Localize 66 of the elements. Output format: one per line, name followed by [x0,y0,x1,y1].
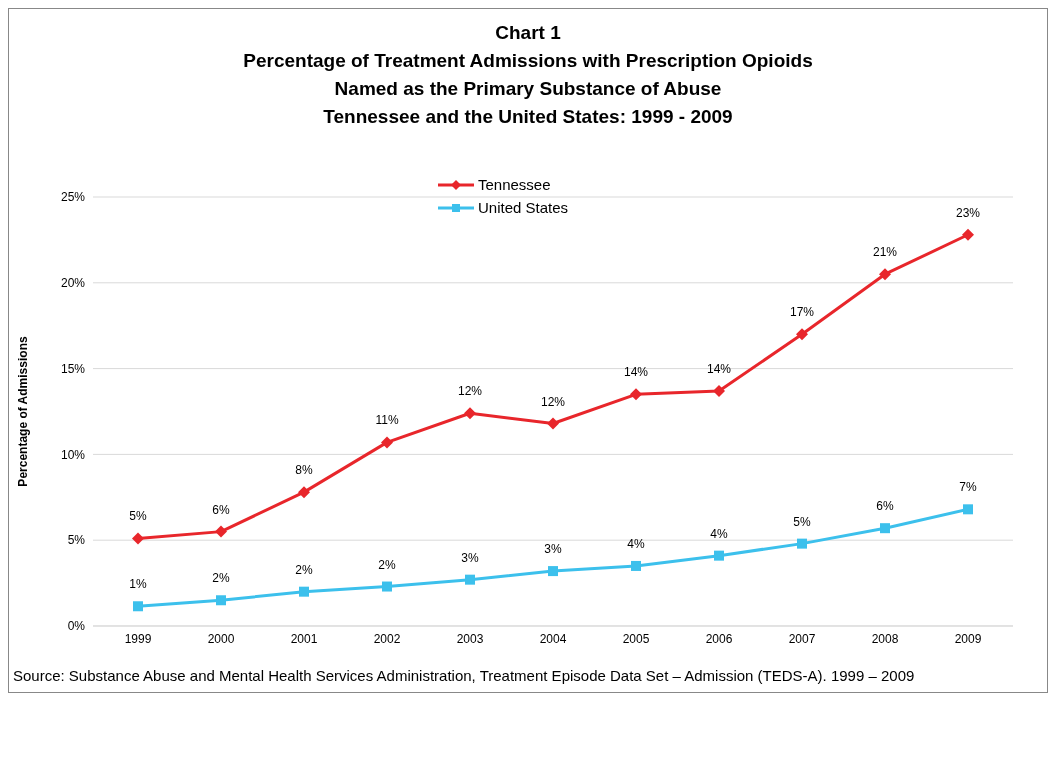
x-tick-label: 1999 [124,631,152,646]
point [547,417,559,430]
data-label: 1% [129,577,147,592]
y-tick-label: 10% [60,447,86,462]
data-label: 8% [295,463,313,478]
data-label: 3% [544,542,562,557]
data-label: 6% [212,502,230,517]
data-label: 21% [872,245,898,260]
data-label: 5% [793,514,811,529]
point [796,328,808,341]
point [299,586,309,597]
legend-label: Tennessee [478,176,551,193]
point [797,538,807,549]
data-label: 2% [295,562,313,577]
point [133,601,143,612]
point [298,486,310,499]
data-label: 12% [457,384,483,399]
point [630,388,642,401]
source-note: Source: Substance Abuse and Mental Health Services Administration, Treatment Episode Data Set – Admission (TEDS-A). 1999 – 2009 [13,667,916,684]
data-label: 14% [706,361,732,376]
x-tick-label: 2004 [539,631,567,646]
point [132,532,144,545]
x-tick-label: 2002 [373,631,401,646]
point [713,384,725,397]
data-label: 2% [212,571,230,586]
y-tick-label: 15% [60,361,86,376]
point [963,504,973,515]
x-tick-label: 2005 [622,631,650,646]
data-label: 2% [378,557,396,572]
x-tick-label: 2006 [705,631,733,646]
data-label: 23% [955,205,981,220]
point [381,436,393,449]
data-label: 4% [710,526,728,541]
data-label: 6% [876,499,894,514]
y-tick-label: 5% [67,533,86,548]
x-tick-label: 2003 [456,631,484,646]
point [382,581,392,592]
chart-title: Chart 1 Percentage of Treatment Admissions with Prescription Opioids Named as the Primary Substance of Abuse Tennessee and the United States: 1999 - 2009 [242,21,814,129]
y-tick-label: 25% [60,190,86,205]
x-tick-label: 2008 [871,631,899,646]
x-tick-label: 2009 [954,631,982,646]
point [631,560,641,571]
x-tick-label: 2001 [290,631,318,646]
y-tick-label: 20% [60,276,86,291]
data-label: 7% [959,480,977,495]
data-label: 17% [789,305,815,320]
x-tick-label: 2007 [788,631,816,646]
point [714,550,724,561]
data-label: 5% [129,509,147,524]
point [962,228,974,241]
data-label: 11% [375,413,399,428]
point [879,268,891,281]
data-label: 14% [623,365,649,380]
y-axis-title: Percentage of Admissions [16,336,31,487]
data-label: 3% [461,550,479,565]
legend-label: United States [478,199,569,216]
y-tick-label: 0% [67,619,86,634]
point [465,574,475,585]
point [548,566,558,577]
point [216,595,226,606]
point [880,523,890,534]
x-tick-label: 2000 [207,631,235,646]
data-label: 12% [540,394,566,409]
data-label: 4% [627,536,645,551]
point [464,407,476,420]
point [215,525,227,538]
